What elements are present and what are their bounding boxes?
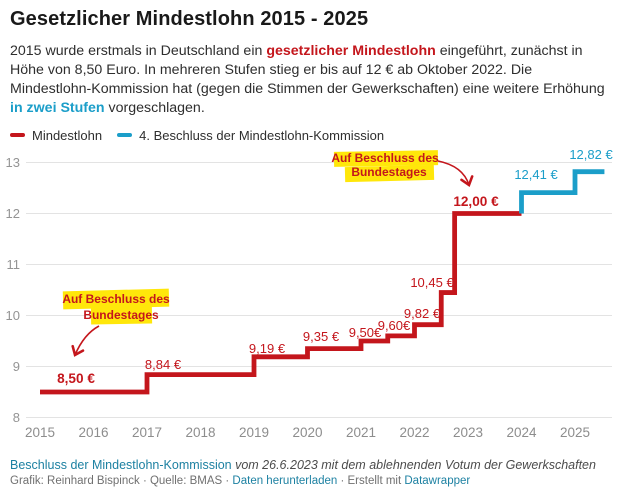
x-axis-tick-label: 2019 (239, 425, 269, 440)
chart: 8 9 10 11 12 13 2015 2016 2017 2018 2019 2020 2021 20… (0, 150, 624, 450)
description-segment: 2015 wurde erstmals in Deutschland ein (10, 43, 267, 59)
x-axis-tick-label: 2024 (506, 425, 537, 440)
x-axis-tick-label: 2023 (453, 425, 483, 440)
description-segment: eingeführt, zunächst in Höhe von 8,50 Eu… (10, 43, 605, 97)
x-axis-tick-label: 2016 (78, 425, 108, 440)
annotation-text: Bundestages (83, 308, 159, 322)
footer-link[interactable]: Daten herunterladen (232, 475, 338, 487)
description-segment: in zwei Stufen (10, 100, 105, 116)
description-segment: vorgeschlagen. (104, 100, 205, 116)
legend-item-label: 4. Beschluss der Mindestlohn-Kommission (139, 127, 385, 143)
page-title: Gesetzlicher Mindestlohn 2015 - 2025 (10, 8, 369, 30)
chart-description: 2015 wurde erstmals in Deutschland ein g… (10, 42, 614, 118)
legend: Mindestlohn 4. Beschluss der Mindestlohn-… (10, 126, 614, 144)
y-axis-tick-label: 9 (13, 359, 20, 374)
footer-text: Grafik: Reinhard Bispinck · Quelle: BMAS… (10, 475, 233, 487)
value-label: 9,60€ (378, 318, 411, 333)
annotation-text: Bundestages (351, 165, 427, 179)
annotation-arrow (71, 325, 100, 357)
annotation-arrow (437, 160, 474, 187)
footer-text: vom 26.6.2023 mit dem ablehnenden Votum … (231, 458, 596, 472)
value-label: 8,50 € (57, 371, 95, 386)
value-label: 12,00 € (453, 194, 499, 209)
footer: Beschluss der Mindestlohn-Kommission vom… (0, 458, 624, 488)
value-label: 8,84 € (145, 357, 182, 372)
legend-line-swatch-icon (117, 133, 133, 137)
series-step-line (519, 169, 605, 214)
series-step-line (40, 211, 522, 395)
y-axis-tick-label: 8 (13, 410, 20, 425)
value-label: 12,41 € (514, 167, 558, 182)
annotation-highlight (90, 306, 153, 325)
chart-svg: 8 9 10 11 12 13 2015 2016 2017 2018 2019 2020 2021 20… (6, 150, 614, 440)
value-label: 9,82 € (404, 306, 441, 321)
annotation-text: Auf Beschluss des (62, 292, 170, 306)
value-label: 9,19 € (249, 341, 286, 356)
y-axis-tick-label: 12 (6, 206, 20, 221)
legend-line-swatch-icon (10, 133, 25, 137)
description-segment: gesetzlicher Mindestlohn (266, 43, 436, 59)
footer-link[interactable]: Datawrapper (404, 475, 471, 487)
value-label: 10,45 € (410, 275, 454, 290)
value-label: 12,82 € (569, 150, 613, 162)
x-axis-tick-label: 2018 (185, 425, 215, 440)
legend-item: 4. Beschluss der Mindestlohn-Kommission (117, 128, 384, 143)
footer-source-line: Beschluss der Mindestlohn-Kommission vom… (10, 458, 614, 472)
x-axis-tick-label: 2015 (25, 425, 55, 440)
annotation-highlight (344, 164, 435, 183)
legend-item-label: Mindestlohn (32, 127, 103, 143)
footer-credits-line: Grafik: Reinhard Bispinck · Quelle: BMAS… (10, 475, 614, 488)
x-axis-tick-label: 2021 (346, 425, 376, 440)
footer-link[interactable]: Beschluss der Mindestlohn-Kommission (10, 458, 232, 472)
value-label: 9,50€ (349, 325, 382, 340)
x-axis-tick-label: 2020 (292, 425, 322, 440)
annotation-highlight (333, 150, 439, 167)
annotation-highlight (62, 288, 170, 310)
legend-item: Mindestlohn (10, 128, 102, 143)
y-axis-tick-label: 11 (7, 257, 21, 272)
y-axis-tick-label: 10 (6, 308, 20, 323)
y-axis-tick-label: 13 (6, 155, 20, 170)
x-axis-tick-label: 2025 (560, 425, 590, 440)
footer-text: · Erstellt mit (337, 475, 405, 487)
x-axis-tick-label: 2022 (399, 425, 429, 440)
annotation-text: Auf Beschluss des (331, 151, 439, 165)
value-label: 9,35 € (303, 329, 340, 344)
x-axis-tick-label: 2017 (132, 425, 162, 440)
